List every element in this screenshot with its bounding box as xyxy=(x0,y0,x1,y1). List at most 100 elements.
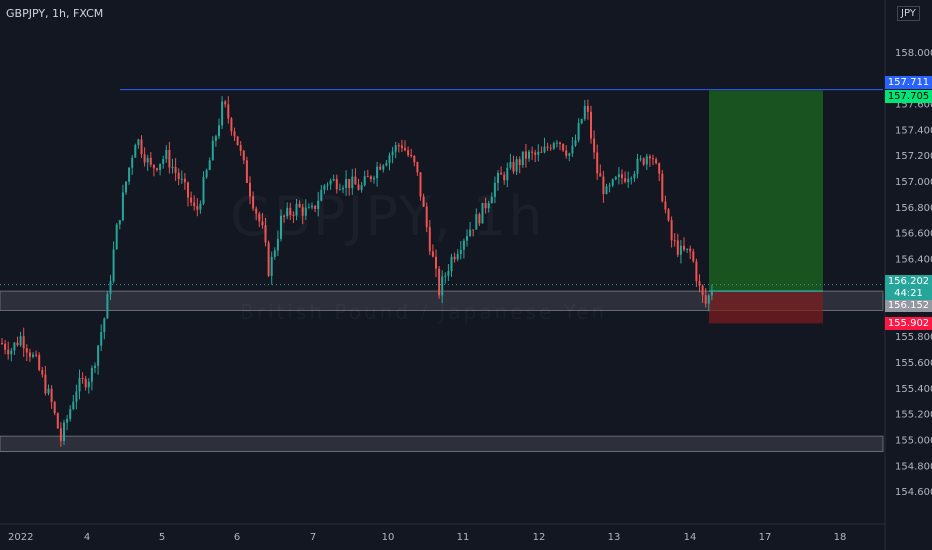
candle-body xyxy=(307,207,310,209)
candle-body xyxy=(162,159,165,164)
candle-body xyxy=(528,151,530,159)
candles xyxy=(1,96,713,447)
candle-body xyxy=(493,182,496,197)
y-tick-label: 157.000 xyxy=(895,177,932,188)
candle-body xyxy=(630,178,633,180)
candle-body xyxy=(456,253,459,260)
candle-body xyxy=(292,214,295,216)
candle-body xyxy=(503,174,506,181)
candle-body xyxy=(245,160,248,183)
candle-body xyxy=(224,101,227,105)
candle-body xyxy=(320,189,323,201)
candle-body xyxy=(512,161,515,172)
candle-body xyxy=(388,155,391,163)
candle-body xyxy=(549,147,552,149)
candle-body xyxy=(81,378,84,380)
x-tick-label: 4 xyxy=(84,532,90,543)
candle-body xyxy=(199,203,202,210)
x-tick-label: 12 xyxy=(533,532,546,543)
candle-body xyxy=(221,101,224,126)
candle-body xyxy=(128,167,131,182)
candle-body xyxy=(404,148,406,151)
zones xyxy=(0,90,884,453)
candle-body xyxy=(515,159,518,172)
candle-body xyxy=(422,196,425,207)
candle-body xyxy=(159,163,162,170)
y-tick-label: 155.200 xyxy=(895,410,932,421)
y-tick-label: 158.000 xyxy=(895,48,932,59)
candle-body xyxy=(431,251,434,257)
candle-body xyxy=(459,249,462,254)
candle-body xyxy=(270,256,273,276)
candle-body xyxy=(419,172,422,197)
candle-body xyxy=(174,166,177,173)
candle-body xyxy=(97,345,100,366)
candle-body xyxy=(35,354,38,356)
candle-body xyxy=(611,179,614,186)
candle-body xyxy=(66,419,69,423)
candle-body xyxy=(50,388,53,402)
candle-body xyxy=(385,162,388,166)
candle-body xyxy=(121,192,124,221)
candle-body xyxy=(165,149,168,160)
y-tick-label: 154.800 xyxy=(895,461,932,472)
x-tick-label: 6 xyxy=(234,532,240,543)
candle-body xyxy=(679,245,682,255)
candle-body xyxy=(149,157,152,165)
candle-body xyxy=(187,182,189,198)
candle-body xyxy=(605,186,608,195)
candle-body xyxy=(565,150,568,156)
candle-body xyxy=(710,291,713,296)
candle-body xyxy=(47,388,50,394)
candle-body xyxy=(410,155,413,157)
candle-body xyxy=(621,174,623,179)
currency-button[interactable]: JPY xyxy=(897,6,920,21)
candle-body xyxy=(373,178,375,180)
candle-body xyxy=(137,139,140,146)
candle-body xyxy=(10,350,13,355)
chart-title[interactable]: GBPJPY, 1h, FXCM xyxy=(6,7,104,20)
candle-body xyxy=(112,249,115,282)
candle-body xyxy=(655,159,658,164)
candle-body xyxy=(338,189,341,191)
candle-body xyxy=(698,281,701,286)
candle-body xyxy=(230,118,233,132)
candle-body xyxy=(239,145,242,151)
candle-body xyxy=(304,207,307,216)
candle-body xyxy=(298,203,301,208)
candle-body xyxy=(255,208,258,214)
candle-body xyxy=(354,176,357,185)
candle-body xyxy=(658,163,661,174)
candle-body xyxy=(555,142,558,144)
candle-body xyxy=(661,173,664,202)
candle-body xyxy=(466,235,468,241)
candle-body xyxy=(487,203,490,209)
candle-body xyxy=(156,168,158,170)
candle-body xyxy=(78,378,81,392)
candle-body xyxy=(16,342,19,346)
y-tick-label: 155.000 xyxy=(895,436,932,447)
candle-body xyxy=(118,220,121,225)
y-tick-label: 157.400 xyxy=(895,125,932,136)
candle-body xyxy=(366,176,369,178)
candle-body xyxy=(335,179,338,190)
candle-body xyxy=(261,221,264,226)
x-tick-label: 18 xyxy=(834,532,847,543)
candle-body xyxy=(546,146,549,148)
y-tick-label: 156.400 xyxy=(895,255,932,266)
candle-body xyxy=(391,151,394,156)
candle-body xyxy=(326,184,329,186)
price-tag: 156.202 xyxy=(885,274,932,288)
candle-body xyxy=(106,293,109,319)
candle-body xyxy=(264,225,267,243)
candle-body xyxy=(72,401,75,410)
candle-body xyxy=(673,240,676,242)
candle-body xyxy=(115,224,118,250)
x-tick-label: 5 xyxy=(159,532,165,543)
y-tick-label: 154.600 xyxy=(895,487,932,498)
candle-body xyxy=(351,176,354,189)
candle-body xyxy=(580,119,583,124)
candle-body xyxy=(13,342,16,351)
